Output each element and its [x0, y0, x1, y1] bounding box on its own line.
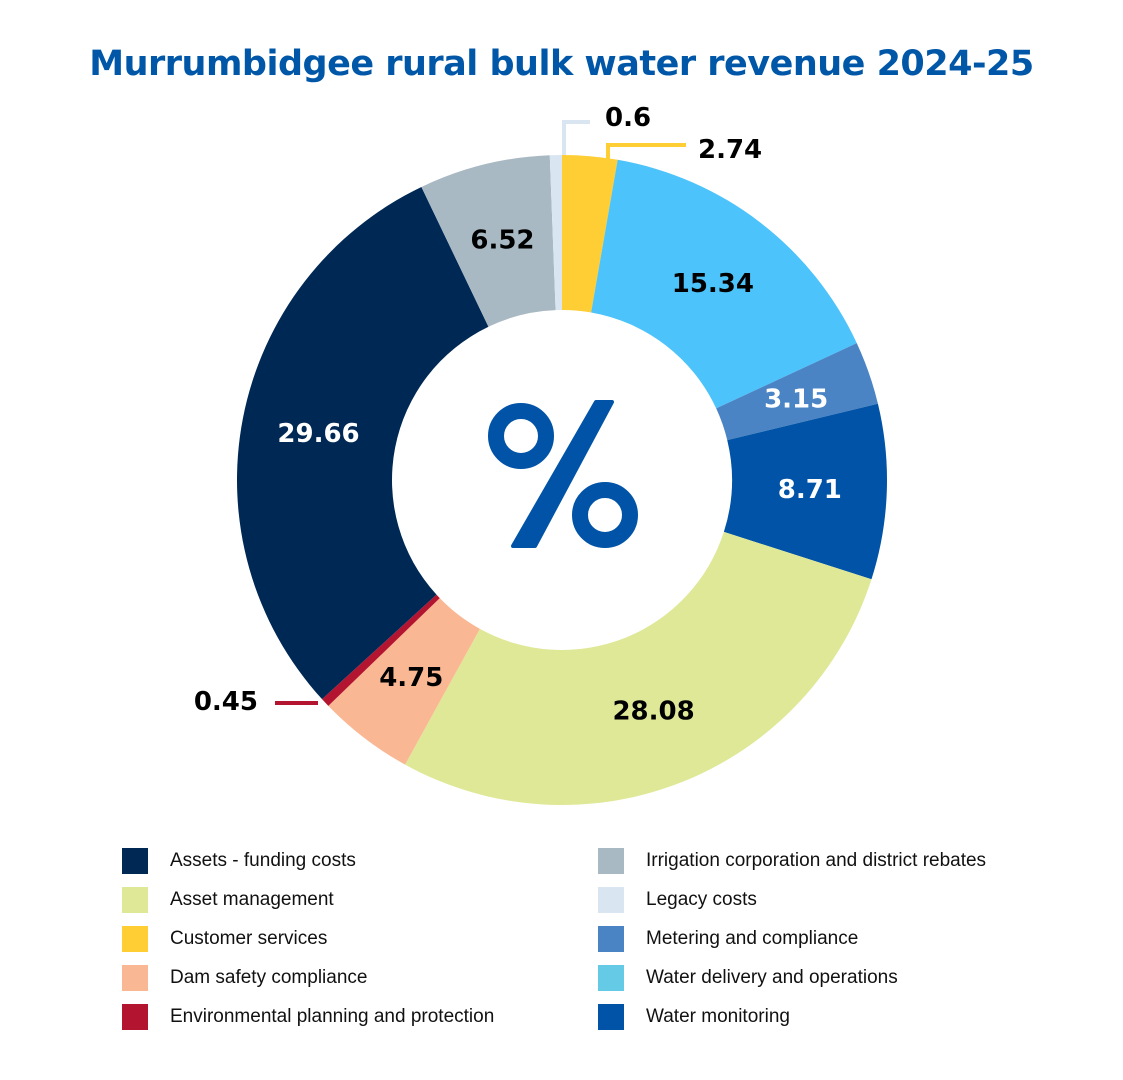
slice-environmental-planning-and-protection: [322, 594, 440, 706]
data-label: 28.08: [612, 696, 694, 726]
legend-swatch: [598, 887, 624, 913]
legend-swatch: [122, 848, 148, 874]
data-label: 29.66: [277, 419, 359, 449]
slice-water-delivery-and-operations: [591, 159, 857, 409]
data-label: 0.6: [605, 103, 651, 133]
slice-water-monitoring: [723, 403, 888, 580]
legend-label: Metering and compliance: [646, 928, 859, 949]
slice-legacy-costs: [549, 155, 562, 311]
slice-dam-safety-compliance: [328, 598, 480, 765]
legend-swatch: [598, 926, 624, 952]
legend-label: Asset management: [170, 889, 334, 910]
legend-label: Irrigation corporation and district reba…: [646, 850, 987, 871]
legend-swatch: [598, 848, 624, 874]
percent-icon: [488, 400, 638, 548]
data-label: 2.74: [698, 135, 762, 165]
legend-swatch: [122, 887, 148, 913]
chart-title: Murrumbidgee rural bulk water revenue 20…: [89, 44, 1034, 84]
data-label: 3.15: [764, 384, 828, 414]
data-label: 4.75: [379, 663, 443, 693]
legend-label: Water delivery and operations: [646, 967, 898, 988]
data-label: 6.52: [470, 225, 534, 255]
legend-swatch: [122, 926, 148, 952]
slice-customer-services: [562, 155, 618, 313]
legend-label: Legacy costs: [646, 889, 757, 910]
data-label: 15.34: [672, 269, 754, 299]
donut-chart: 2.74 15.34 3.15 8.71 28.08 4.75 0.45 29.66 6.52 0…: [194, 103, 888, 805]
legend-label: Water monitoring: [646, 1006, 790, 1027]
legend-swatch: [598, 965, 624, 991]
legend-label: Environmental planning and protection: [170, 1006, 495, 1027]
legend-swatch: [122, 965, 148, 991]
legend-swatch: [598, 1004, 624, 1030]
legend-label: Dam safety compliance: [170, 967, 368, 988]
data-label: 0.45: [194, 687, 258, 717]
slice-metering-and-compliance: [716, 343, 878, 441]
data-label: 8.71: [778, 475, 842, 505]
slice-assets-funding-costs: [236, 186, 489, 700]
legend-swatch: [122, 1004, 148, 1030]
leader-line: [562, 120, 590, 155]
slice-asset-management: [405, 531, 872, 805]
slice-irrigation-corporation-and-district-rebates: [421, 155, 556, 327]
legend-label: Customer services: [170, 928, 328, 949]
legend-label: Assets - funding costs: [170, 850, 356, 871]
leader-line: [606, 143, 686, 162]
